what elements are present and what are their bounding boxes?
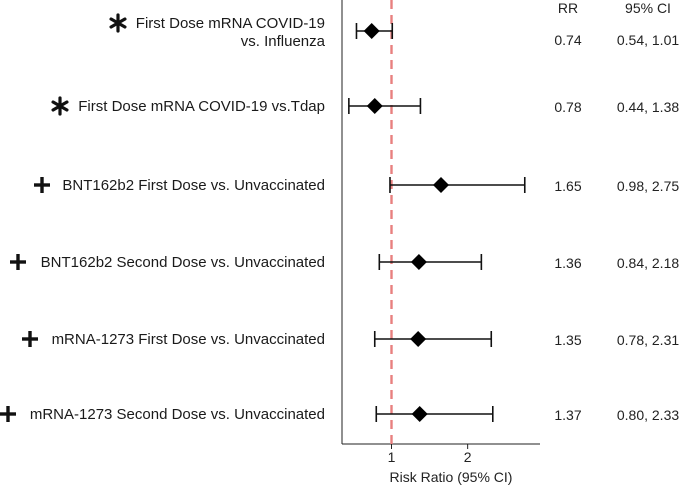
plus-icon (10, 254, 26, 270)
rr-value: 0.78 (554, 99, 581, 115)
rr-column-header: RR (558, 0, 578, 16)
ci-value: 0.44, 1.38 (617, 99, 679, 115)
point-estimate-diamond (433, 177, 449, 193)
plot-panel (341, 0, 540, 445)
point-estimate-diamond (410, 331, 427, 347)
x-tick-label: 2 (464, 449, 472, 465)
ci-column-header: 95% CI (625, 0, 671, 16)
row-label: mRNA-1273 Second Dose vs. Unvaccinated (30, 406, 325, 423)
plus-icon (34, 177, 50, 193)
ci-value: 0.80, 2.33 (617, 407, 679, 423)
asterisk-stroke (109, 17, 127, 29)
row-label-line-2: vs. Influenza (241, 33, 326, 50)
row-label: mRNA-1273 First Dose vs. Unvaccinated (52, 331, 325, 348)
point-estimate-diamond (363, 23, 380, 39)
ci-value: 0.54, 1.01 (617, 32, 679, 48)
point-estimate-diamond (411, 406, 428, 422)
point-estimate-diamond (410, 254, 427, 270)
row-label: BNT162b2 First Dose vs. Unvaccinated (62, 177, 325, 194)
ci-value: 0.84, 2.18 (617, 255, 679, 271)
ci-value: 0.78, 2.31 (617, 332, 679, 348)
x-tick-label: 1 (388, 449, 396, 465)
asterisk-icon (109, 13, 127, 33)
point-estimate-diamond (366, 98, 383, 114)
ci-value: 0.98, 2.75 (617, 178, 679, 194)
rr-value: 0.74 (554, 32, 581, 48)
rr-value: 1.36 (554, 255, 581, 271)
asterisk-icon (51, 96, 69, 116)
x-axis: 1 2 Risk Ratio (95% CI) (388, 444, 513, 485)
row-label: First Dose mRNA COVID-19 vs.Tdap (78, 98, 325, 115)
rr-value: 1.37 (554, 407, 581, 423)
plus-icon (22, 331, 38, 347)
estimates-table: RR 95% CI 0.74 0.54, 1.01 0.78 0.44, 1.38 1.65… (554, 0, 679, 423)
asterisk-stroke (51, 100, 69, 112)
rr-value: 1.65 (554, 178, 581, 194)
row-label-line-1: First Dose mRNA COVID-19 (136, 15, 325, 32)
rr-value: 1.35 (554, 332, 581, 348)
plus-icon (0, 406, 16, 422)
x-axis-title: Risk Ratio (95% CI) (390, 469, 513, 485)
row-label: BNT162b2 Second Dose vs. Unvaccinated (41, 254, 325, 271)
